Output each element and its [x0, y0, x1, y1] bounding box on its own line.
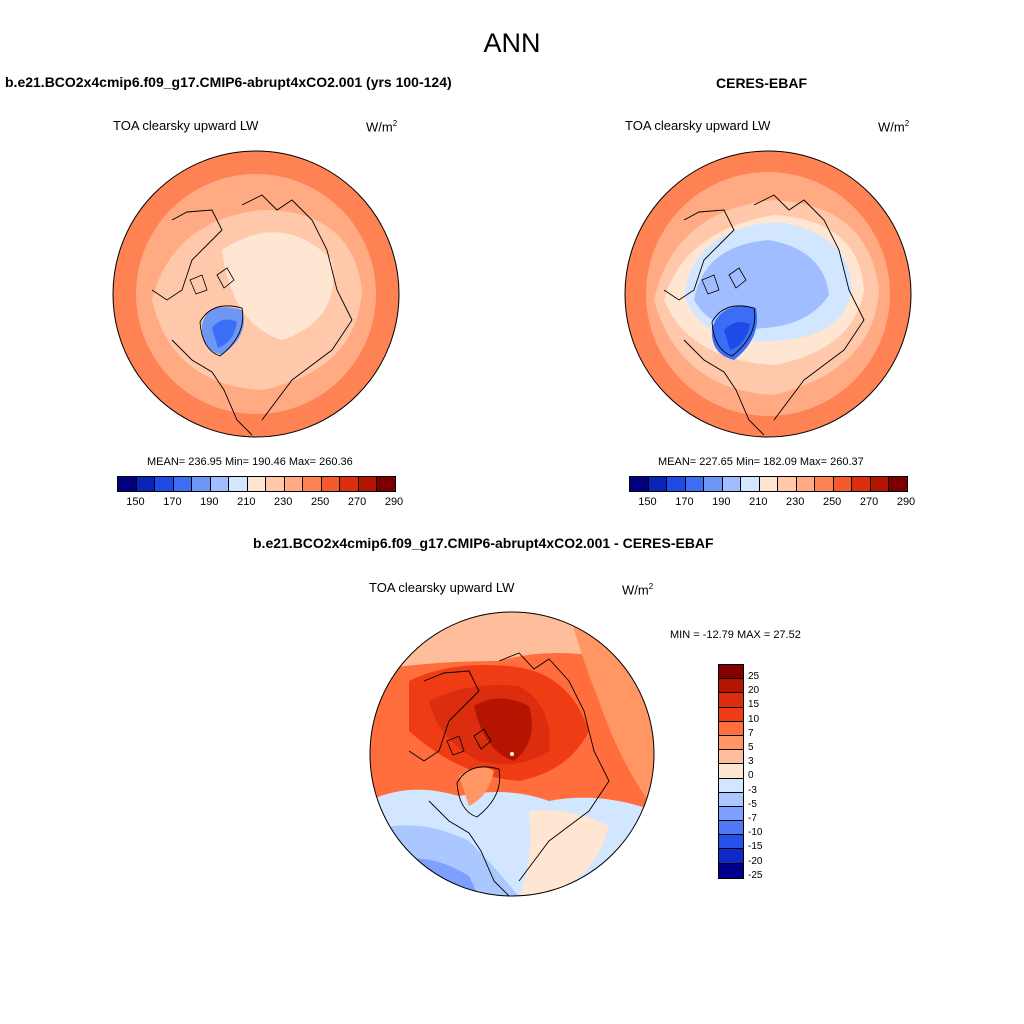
figure-title: ANN — [483, 28, 541, 58]
colorbar-swatch — [192, 477, 211, 491]
diff-variable-label: TOA clearsky upward LW — [369, 580, 515, 595]
colorbar-swatch — [719, 778, 743, 793]
colorbar-swatch — [648, 477, 668, 491]
colorbar-tick-label: 5 — [748, 742, 754, 753]
model-colorbar-ticks: 150 170 190 210 230 250 270 290 — [117, 496, 403, 510]
model-polar-map — [112, 150, 400, 438]
colorbar-tick-label: 250 — [310, 496, 330, 508]
colorbar-swatch — [377, 477, 395, 491]
colorbar-swatch — [796, 477, 816, 491]
colorbar-swatch — [630, 477, 649, 491]
colorbar-swatch — [685, 477, 705, 491]
obs-polar-map — [624, 150, 912, 438]
colorbar-swatch — [284, 477, 304, 491]
colorbar-swatch — [719, 707, 743, 722]
colorbar-swatch — [852, 477, 871, 491]
colorbar-swatch — [118, 477, 137, 491]
colorbar-tick-label: 150 — [638, 496, 657, 508]
colorbar-swatch — [266, 477, 285, 491]
colorbar-swatch — [815, 477, 834, 491]
colorbar-swatch — [778, 477, 797, 491]
colorbar-tick-label: 7 — [748, 727, 754, 739]
colorbar-swatch — [889, 477, 907, 491]
colorbar-swatch — [321, 477, 341, 491]
diff-colorbar-ticks: 25 20 15 10 7 5 3 0 -3 -5 -7 -10 -15 -20 -25 — [748, 664, 788, 894]
model-units-label: W/m2 — [366, 119, 398, 135]
colorbar-tick-label: 230 — [274, 496, 293, 508]
colorbar-tick-label: 15 — [748, 699, 760, 711]
colorbar-tick-label: -15 — [748, 841, 763, 853]
colorbar-swatch — [833, 477, 853, 491]
colorbar-swatch — [870, 477, 890, 491]
diff-polar-map — [369, 611, 655, 897]
colorbar-tick-label: 150 — [126, 496, 145, 508]
colorbar-swatch — [173, 477, 193, 491]
colorbar-swatch — [719, 750, 743, 765]
colorbar-swatch — [722, 477, 742, 491]
colorbar-tick-label: 210 — [237, 496, 256, 508]
model-stats: MEAN= 236.95 Min= 190.46 Max= 260.36 — [147, 456, 353, 468]
obs-units-label: W/m2 — [878, 119, 910, 135]
colorbar-tick-label: -7 — [748, 813, 757, 824]
colorbar-tick-label: -25 — [748, 869, 763, 881]
colorbar-swatch — [719, 679, 743, 694]
colorbar-swatch — [136, 477, 156, 491]
colorbar-swatch — [704, 477, 723, 491]
colorbar-swatch — [229, 477, 248, 491]
colorbar-tick-label: -20 — [748, 855, 763, 867]
colorbar-tick-label: 170 — [163, 496, 182, 508]
colorbar-tick-label: 270 — [347, 496, 367, 508]
colorbar-tick-label: 170 — [675, 496, 694, 508]
colorbar-tick-label: -5 — [748, 798, 757, 810]
colorbar-tick-label: 0 — [748, 770, 754, 782]
model-variable-label: TOA clearsky upward LW — [113, 118, 259, 133]
colorbar-swatch — [719, 721, 743, 736]
colorbar-swatch — [719, 693, 743, 708]
obs-stats: MEAN= 227.65 Min= 182.09 Max= 260.37 — [658, 456, 864, 468]
colorbar-tick-label: 25 — [748, 671, 760, 682]
colorbar-swatch — [719, 735, 743, 751]
colorbar-swatch — [719, 792, 743, 807]
colorbar-swatch — [719, 764, 743, 779]
colorbar-swatch — [667, 477, 686, 491]
model-colorbar — [117, 476, 396, 492]
colorbar-swatch — [247, 477, 267, 491]
obs-variable-label: TOA clearsky upward LW — [625, 118, 771, 133]
colorbar-tick-label: -10 — [748, 827, 763, 839]
colorbar-tick-label: -3 — [748, 784, 757, 796]
colorbar-swatch — [358, 477, 378, 491]
diff-panel-title: b.e21.BCO2x4cmip6.f09_g17.CMIP6-abrupt4x… — [253, 535, 714, 551]
obs-colorbar — [629, 476, 908, 492]
colorbar-tick-label: 290 — [384, 496, 404, 508]
colorbar-swatch — [719, 835, 743, 850]
colorbar-swatch — [719, 665, 743, 680]
colorbar-swatch — [303, 477, 322, 491]
colorbar-tick-label: 210 — [749, 496, 768, 508]
diff-units-label: W/m2 — [622, 582, 654, 598]
obs-panel-title: CERES-EBAF — [716, 75, 808, 91]
colorbar-swatch — [719, 821, 743, 836]
colorbar-swatch — [719, 863, 743, 878]
model-panel-title: b.e21.BCO2x4cmip6.f09_g17.CMIP6-abrupt4x… — [5, 74, 452, 90]
colorbar-tick-label: 190 — [200, 496, 219, 508]
colorbar-tick-label: 10 — [748, 713, 760, 725]
diff-colorbar — [718, 664, 744, 879]
colorbar-tick-label: 270 — [859, 496, 879, 508]
colorbar-swatch — [210, 477, 230, 491]
colorbar-swatch — [759, 477, 779, 491]
colorbar-tick-label: 20 — [748, 685, 760, 697]
colorbar-tick-label: 250 — [822, 496, 842, 508]
colorbar-tick-label: 290 — [896, 496, 916, 508]
colorbar-swatch — [719, 806, 743, 822]
colorbar-tick-label: 230 — [786, 496, 805, 508]
colorbar-swatch — [340, 477, 359, 491]
colorbar-tick-label: 190 — [712, 496, 731, 508]
colorbar-tick-label: 3 — [748, 756, 754, 768]
obs-colorbar-ticks: 150 170 190 210 230 250 270 290 — [629, 496, 915, 510]
colorbar-swatch — [155, 477, 174, 491]
colorbar-swatch — [719, 849, 743, 864]
colorbar-swatch — [741, 477, 760, 491]
diff-stats: MIN = -12.79 MAX = 27.52 — [670, 629, 801, 641]
